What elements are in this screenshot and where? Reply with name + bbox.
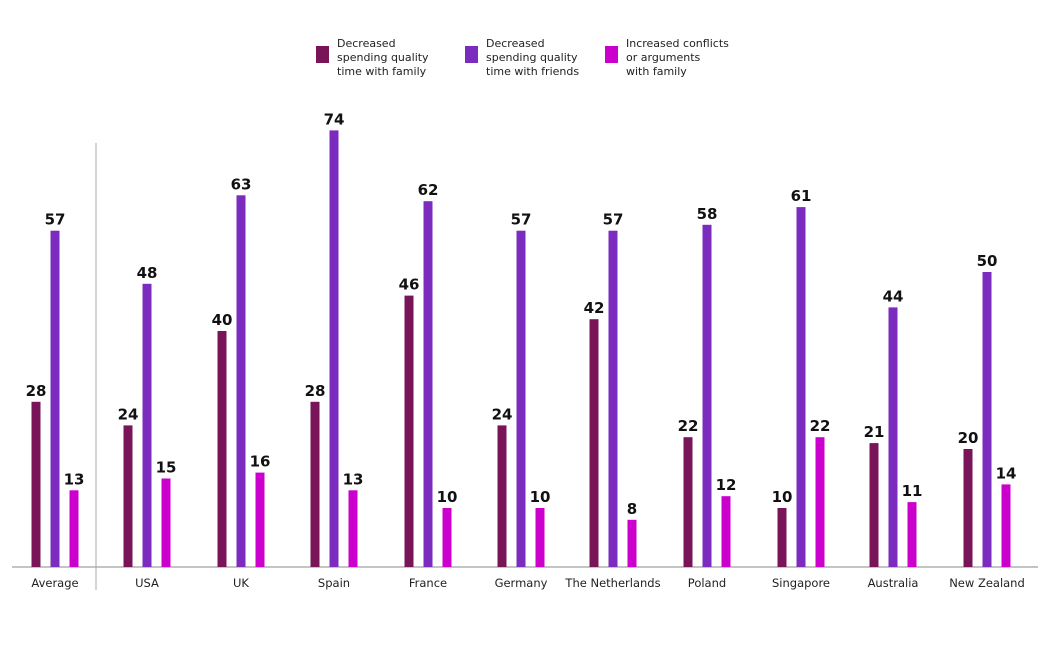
bar-the-netherlands-series-1 xyxy=(589,319,599,567)
bar-new-zealand-series-1 xyxy=(963,449,973,567)
data-label: 46 xyxy=(399,276,420,294)
category-label: Poland xyxy=(688,576,726,590)
data-label: 28 xyxy=(26,382,47,400)
legend-label-line: Increased conflicts xyxy=(626,37,729,50)
legend-label-line: Decreased xyxy=(486,37,545,50)
bar-usa-series-2 xyxy=(142,283,152,567)
data-label: 20 xyxy=(958,429,979,447)
data-label: 61 xyxy=(791,187,812,205)
bar-usa-series-3 xyxy=(161,478,171,567)
category-label: UK xyxy=(233,576,249,590)
bar-uk-series-1 xyxy=(217,331,227,567)
bar-average-series-2 xyxy=(50,230,60,567)
category-label: Singapore xyxy=(772,576,830,590)
bar-australia-series-2 xyxy=(888,307,898,567)
data-label: 42 xyxy=(584,299,605,317)
legend-label-line: time with family xyxy=(337,65,427,78)
data-label: 58 xyxy=(697,205,718,223)
category-label: The Netherlands xyxy=(564,576,660,590)
bar-spain-series-3 xyxy=(348,490,358,567)
data-label: 24 xyxy=(492,405,513,423)
bar-france-series-3 xyxy=(442,508,452,567)
data-label: 12 xyxy=(716,476,737,494)
bar-germany-series-3 xyxy=(535,508,545,567)
data-label: 57 xyxy=(603,211,624,229)
category-label: Spain xyxy=(318,576,350,590)
bar-france-series-2 xyxy=(423,201,433,567)
legend-label-line: Decreased xyxy=(337,37,396,50)
bar-spain-series-2 xyxy=(329,130,339,567)
category-label: Australia xyxy=(868,576,919,590)
bar-singapore-series-3 xyxy=(815,437,825,567)
data-label: 62 xyxy=(418,181,439,199)
data-label: 50 xyxy=(977,252,998,270)
bar-uk-series-3 xyxy=(255,472,265,567)
bar-poland-series-2 xyxy=(702,224,712,568)
legend-label-line: or arguments xyxy=(626,51,701,64)
data-label: 16 xyxy=(250,453,271,471)
data-label: 11 xyxy=(902,482,923,500)
legend-label-line: with family xyxy=(626,65,687,78)
bar-average-series-1 xyxy=(31,401,41,567)
category-label: Average xyxy=(31,576,78,590)
bar-the-netherlands-series-2 xyxy=(608,230,618,567)
bar-france-series-1 xyxy=(404,295,414,567)
bar-poland-series-3 xyxy=(721,496,731,567)
bar-germany-series-1 xyxy=(497,425,507,567)
bar-usa-series-1 xyxy=(123,425,133,567)
data-label: 21 xyxy=(864,423,885,441)
data-label: 8 xyxy=(627,500,637,518)
data-label: 28 xyxy=(305,382,326,400)
legend-label-line: time with friends xyxy=(486,65,579,78)
bar-new-zealand-series-2 xyxy=(982,272,992,567)
data-label: 10 xyxy=(437,488,458,506)
data-label: 14 xyxy=(996,464,1017,482)
value-labels-group: 28 57 13 24 48 15 40 63 16 28 74 13 46 62 10 24 57 10 42 57… xyxy=(26,110,1017,517)
bar-singapore-series-2 xyxy=(796,207,806,567)
data-label: 22 xyxy=(678,417,699,435)
legend-label-line: spending quality xyxy=(337,51,429,64)
data-label: 40 xyxy=(212,311,233,329)
data-label: 74 xyxy=(324,110,345,128)
category-label: Germany xyxy=(495,576,548,590)
bar-germany-series-2 xyxy=(516,230,526,567)
data-label: 57 xyxy=(511,211,532,229)
data-label: 48 xyxy=(137,264,158,282)
data-label: 10 xyxy=(530,488,551,506)
bar-australia-series-3 xyxy=(907,502,917,567)
bar-average-series-3 xyxy=(69,490,79,567)
data-label: 24 xyxy=(118,405,139,423)
bar-new-zealand-series-3 xyxy=(1001,484,1011,567)
data-label: 15 xyxy=(156,459,177,477)
data-label: 22 xyxy=(810,417,831,435)
category-label: USA xyxy=(135,576,159,590)
data-label: 10 xyxy=(772,488,793,506)
legend-swatch-series-1 xyxy=(316,46,329,63)
data-label: 44 xyxy=(883,287,904,305)
bar-singapore-series-1 xyxy=(777,508,787,567)
data-label: 57 xyxy=(45,211,66,229)
data-label: 13 xyxy=(64,470,85,488)
bar-spain-series-1 xyxy=(310,401,320,567)
category-labels-group: Average USA UK Spain France Germany The Nether… xyxy=(31,576,1024,590)
legend-label-line: spending quality xyxy=(486,51,578,64)
bar-uk-series-2 xyxy=(236,195,246,568)
legend-swatch-series-2 xyxy=(465,46,478,63)
category-label: New Zealand xyxy=(949,576,1025,590)
bars-group xyxy=(31,130,1011,568)
category-label: France xyxy=(409,576,447,590)
data-label: 13 xyxy=(343,470,364,488)
data-label: 63 xyxy=(231,175,252,193)
bar-poland-series-1 xyxy=(683,437,693,567)
bar-australia-series-1 xyxy=(869,443,879,567)
bar-the-netherlands-series-3 xyxy=(627,519,637,567)
legend-swatch-series-3 xyxy=(605,46,618,63)
